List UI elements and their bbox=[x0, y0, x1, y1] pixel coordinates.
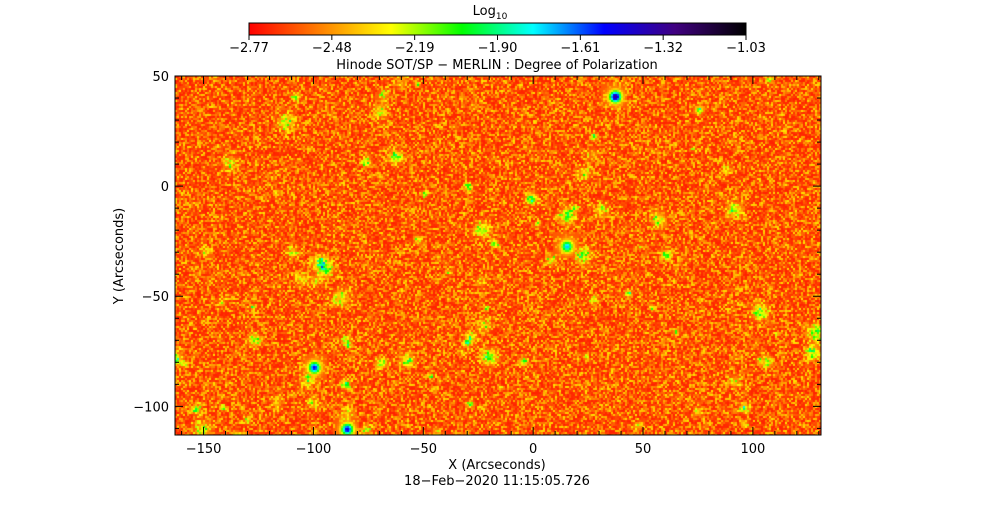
y-tick-label: 50 bbox=[152, 70, 169, 85]
chart-title: Hinode SOT/SP − MERLIN : Degree of Polar… bbox=[336, 58, 658, 73]
x-tick-label: −50 bbox=[410, 442, 437, 457]
timestamp: 18−Feb−2020 11:15:05.726 bbox=[404, 474, 590, 489]
x-tick-label: −100 bbox=[296, 442, 332, 457]
colorbar bbox=[248, 22, 747, 36]
x-axis-label: X (Arcseconds) bbox=[448, 458, 545, 473]
y-tick-label: −50 bbox=[142, 290, 169, 305]
y-axis-label: Y (Arcseconds) bbox=[112, 208, 127, 305]
colorbar-ticks: −2.77 −2.48 −2.19 −1.90 −1.61 −1.32 −1.03 bbox=[229, 35, 766, 56]
colorbar-tick-label: −1.90 bbox=[478, 41, 518, 56]
x-tick-label: −150 bbox=[186, 442, 222, 457]
colorbar-tick-label: −1.03 bbox=[726, 41, 766, 56]
x-tick-label: 50 bbox=[635, 442, 652, 457]
colorbar-tick-label: −1.32 bbox=[643, 41, 683, 56]
y-tick-label: 0 bbox=[161, 180, 169, 195]
colorbar-label-sub: 10 bbox=[496, 12, 508, 22]
colorbar-tick-label: −2.48 bbox=[312, 41, 352, 56]
x-tick-label: 100 bbox=[740, 442, 765, 457]
y-axis: 50 0 −50 −100 bbox=[133, 70, 821, 429]
plot-frame bbox=[174, 75, 822, 436]
y-tick-label: −100 bbox=[133, 400, 169, 415]
colorbar-tick-label: −2.19 bbox=[395, 41, 435, 56]
colorbar-tick-label: −1.61 bbox=[560, 41, 600, 56]
x-tick-label: 0 bbox=[529, 442, 537, 457]
colorbar-label-base: Log bbox=[473, 4, 496, 19]
colorbar-label: Log10 bbox=[473, 4, 508, 22]
heatmap-image bbox=[175, 76, 821, 435]
x-axis: −150 −100 −50 0 50 100 bbox=[181, 76, 820, 457]
colorbar-tick-label: −2.77 bbox=[229, 41, 269, 56]
